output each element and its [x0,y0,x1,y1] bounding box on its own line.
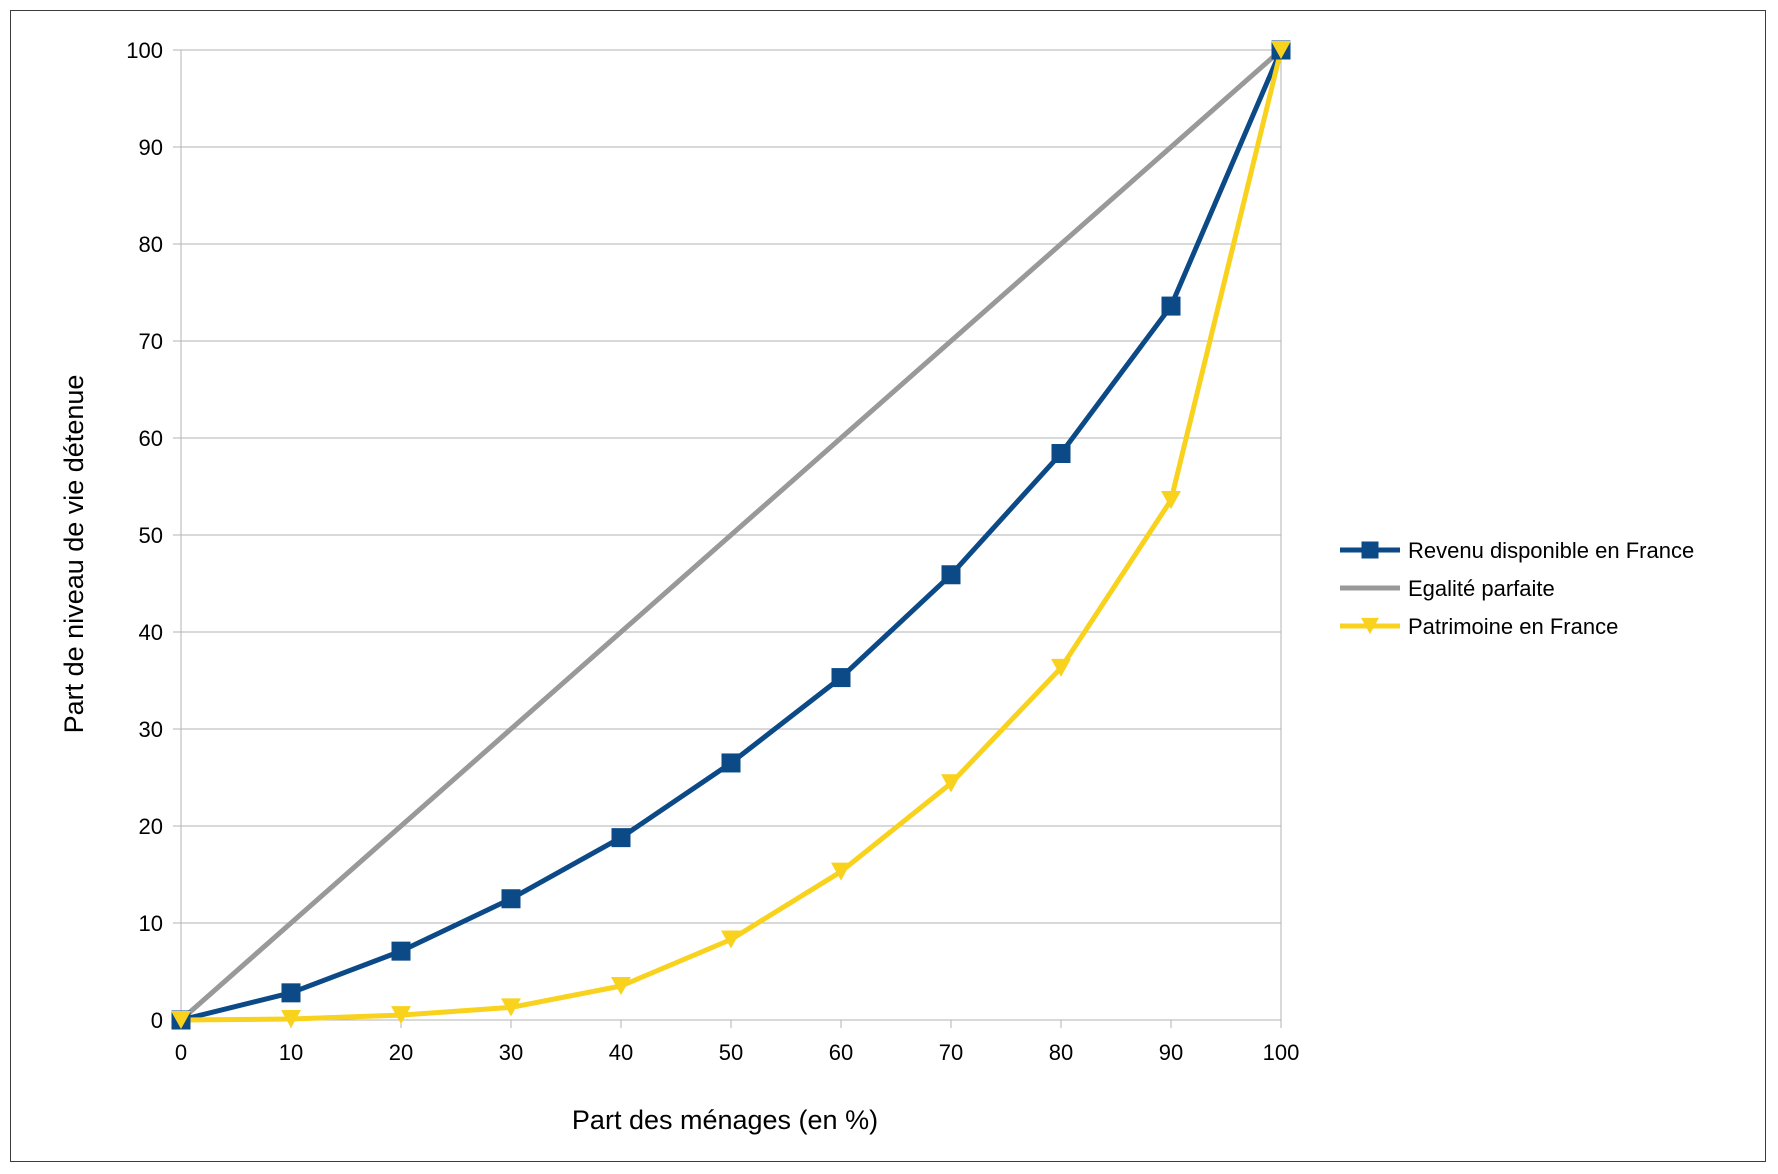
x-tick-label-90: 90 [1159,1040,1183,1065]
axes [173,49,1282,1028]
x-tick-labels: 0 10 20 30 40 50 60 70 80 90 100 [175,1040,1299,1065]
series-3-point-40 [611,977,631,996]
x-tick-label-50: 50 [719,1040,743,1065]
y-tick-label-0: 0 [151,1008,163,1033]
legend-label: Revenu disponible en France [1408,538,1694,563]
series-3-point-50 [721,930,741,949]
x-tick-label-20: 20 [389,1040,413,1065]
series-1-point-50 [721,753,741,773]
y-tick-label-80: 80 [139,232,163,257]
series-3-point-100 [1271,40,1291,60]
series-1-point-80 [1051,444,1071,464]
series-3-point-90 [1161,491,1181,510]
legend: Revenu disponible en France Egalité parfa… [1340,538,1694,639]
y-tick-label-10: 10 [139,911,163,936]
x-axis-title: Part des ménages (en %) [572,1105,878,1135]
series-1-point-10 [281,983,301,1003]
chart-frame [10,10,1766,1162]
series-line-2 [178,47,1284,1023]
legend-label: Egalité parfaite [1408,576,1555,601]
y-tick-label-40: 40 [139,620,163,645]
y-tick-label-60: 60 [139,426,163,451]
legend-swatch-marker [1361,541,1379,559]
y-tick-label-50: 50 [139,523,163,548]
legend-label: Patrimoine en France [1408,614,1618,639]
series-3-point-30 [501,998,521,1017]
legend-swatch-marker [1361,617,1379,635]
y-axis-title: Part de niveau de vie détenue [59,375,89,734]
series-1-point-30 [501,889,521,909]
series-1-point-20 [391,941,411,961]
y-tick-label-20: 20 [139,814,163,839]
series-3-point-60 [831,862,851,881]
y-tick-label-100: 100 [126,38,163,63]
series-3-point-80 [1051,658,1071,677]
legend-item-1: Revenu disponible en France [1340,538,1694,563]
y-tick-labels: 0 10 20 30 40 50 60 70 80 90 100 [126,38,163,1033]
series-1-point-70 [941,565,961,585]
x-tick-label-100: 100 [1263,1040,1300,1065]
series-3-point-20 [391,1006,411,1025]
x-tick-label-40: 40 [609,1040,633,1065]
series-3-point-0 [171,1010,191,1030]
grid-lines [181,49,1281,1021]
legend-item-2: Egalité parfaite [1340,576,1555,601]
series-markers [171,40,1291,1030]
x-tick-label-70: 70 [939,1040,963,1065]
x-tick-label-60: 60 [829,1040,853,1065]
legend-item-3: Patrimoine en France [1340,614,1618,639]
series-1-point-40 [611,828,631,848]
series-1-point-60 [831,668,851,688]
x-tick-label-0: 0 [175,1040,187,1065]
x-tick-label-30: 30 [499,1040,523,1065]
y-tick-label-70: 70 [139,329,163,354]
series-3-point-70 [941,774,961,793]
y-tick-label-90: 90 [139,135,163,160]
y-tick-label-30: 30 [139,717,163,742]
x-tick-label-80: 80 [1049,1040,1073,1065]
series-1-point-90 [1161,296,1181,316]
series-3-point-10 [281,1010,301,1029]
x-tick-label-10: 10 [279,1040,303,1065]
